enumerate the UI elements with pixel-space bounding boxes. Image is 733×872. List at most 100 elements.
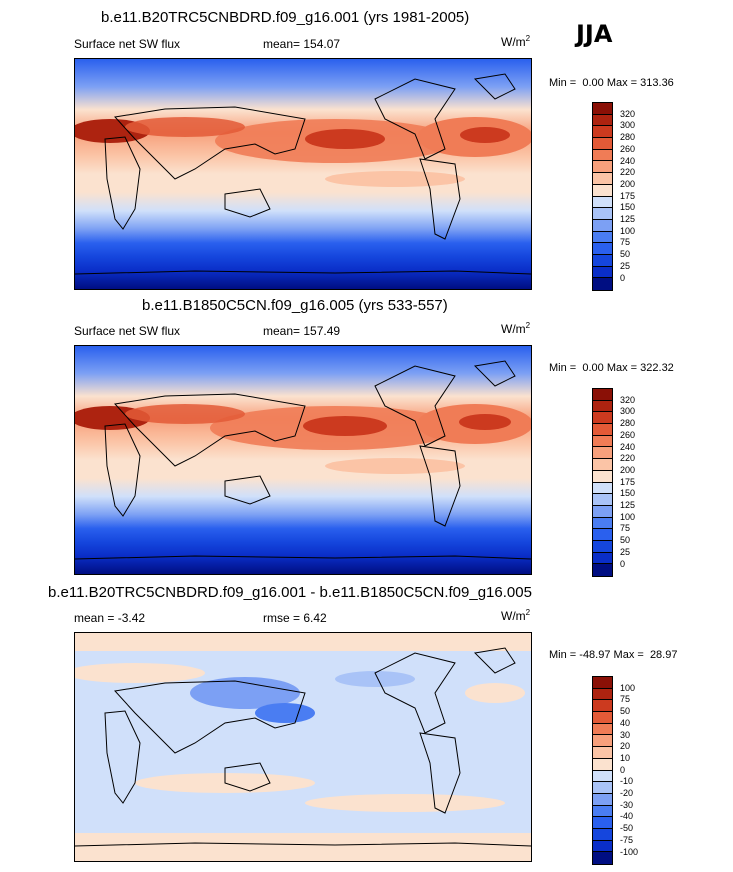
panel2-units: W/m2 — [501, 321, 531, 336]
panel3-rmse: rmse = 6.42 — [263, 611, 327, 625]
panel2-variable-label: Surface net SW flux — [74, 324, 181, 338]
panel3-asia-neg — [190, 677, 300, 709]
panel3-colorbar-segment — [593, 677, 612, 689]
panel1-atlantic-core — [460, 127, 510, 143]
panel2-colorbar-tick-label: 125 — [620, 500, 636, 510]
panel1-colorbar-tick-label: 320 — [620, 108, 636, 119]
panel3-sh-pos-2 — [305, 794, 505, 812]
panel3-npac-neg — [335, 671, 415, 687]
panel2-colorbar-tick-label: 300 — [620, 406, 636, 417]
panel3-colorbar-segment — [593, 793, 612, 806]
panel1-colorbar-segment — [593, 243, 612, 255]
panel2-colorbar-segment — [593, 540, 612, 553]
panel3-atl-pos — [465, 683, 525, 703]
panel2-colorbar-segment — [593, 389, 612, 401]
panel3-colorbar — [592, 676, 613, 865]
panel1-colorbar-segment — [593, 208, 612, 220]
panel3-mean: mean = -3.42 — [74, 611, 146, 625]
panel2-colorbar-segment — [593, 470, 612, 483]
panel2-coastlines — [75, 360, 531, 560]
panel3-colorbar-segment — [593, 805, 612, 818]
panel1-colorbar-segment — [593, 173, 612, 185]
panel1-colorbar-segment — [593, 196, 612, 209]
panel1-se-pacific — [325, 171, 465, 187]
panel1-pacific-core — [305, 129, 385, 149]
panel3-colorbar-segment — [593, 688, 612, 701]
panel2-colorbar-segment — [593, 400, 612, 413]
panel3-colorbar-tick-label: 0 — [620, 764, 626, 775]
panel1-colorbar-segment — [593, 103, 612, 115]
panel3-colorbar-tick-label: -50 — [620, 823, 634, 834]
panel2-colorbar-segment — [593, 435, 612, 448]
panel1-colorbar-segment — [593, 266, 612, 279]
panel3-colorbar-tick-label: -75 — [620, 834, 634, 845]
panel2-colorbar-segment — [593, 412, 612, 425]
panel1-colorbar-tick-label: 125 — [620, 214, 636, 224]
panel2-colorbar-segment — [593, 517, 612, 530]
panel1-colorbar-tick-label: 25 — [620, 260, 631, 271]
panel1-colorbar — [592, 102, 613, 291]
panel1-colorbar-tick-label: 240 — [620, 155, 636, 166]
panel1-colorbar-segment — [593, 278, 612, 290]
panel1-min-max: Min = 0.00 Max = 313.36 — [549, 77, 674, 89]
panel3-colorbar-tick-label: -30 — [620, 799, 634, 810]
panel3-colorbar-segment — [593, 817, 612, 829]
panel2-mean: mean= 157.49 — [263, 324, 341, 338]
panel3-min-max: Min = -48.97 Max = 28.97 — [549, 649, 678, 661]
panel1-background — [75, 59, 531, 289]
panel1-title: b.e11.B20TRC5CNBDRD.f09_g16.001 (yrs 198… — [101, 9, 470, 26]
panel3-colorbar-tick-label: 75 — [620, 694, 631, 705]
panel2-colorbar-segment — [593, 505, 612, 518]
panel1-colorbar-tick-label: 150 — [620, 202, 636, 213]
panel2-colorbar-tick-label: 50 — [620, 535, 631, 546]
panel2-min-max: Min = 0.00 Max = 322.32 — [549, 362, 674, 374]
panel3-colorbar-segment — [593, 758, 612, 771]
season-label: JJA — [576, 20, 613, 48]
panel1-field — [75, 59, 531, 289]
panel2-asia-band — [125, 404, 245, 424]
panel3-arctic-band — [75, 633, 531, 651]
panel1-colorbar-segment — [593, 161, 612, 174]
panel1-map — [74, 58, 532, 290]
panel1-colorbar-tick-label: 280 — [620, 132, 636, 143]
panel3-title: b.e11.B20TRC5CNBDRD.f09_g16.001 - b.e11.… — [48, 584, 532, 601]
panel2-colorbar — [592, 388, 613, 577]
panel2-map — [74, 345, 532, 575]
panel3-europe-pos — [75, 663, 205, 683]
panel3-colorbar-tick-label: 50 — [620, 706, 631, 717]
panel2-colorbar-segment — [593, 424, 612, 436]
panel3-map — [74, 632, 532, 862]
panel3-colorbar-tick-label: 100 — [620, 682, 636, 693]
panel1-colorbar-tick-label: 300 — [620, 120, 636, 131]
panel3-colorbar-segment — [593, 723, 612, 736]
panel1-colorbar-segment — [593, 219, 612, 232]
panel3-colorbar-segment — [593, 782, 612, 794]
panel3-colorbar-segment — [593, 828, 612, 841]
panel2-colorbar-tick-label: 220 — [620, 453, 636, 464]
panel2-colorbar-tick-label: 240 — [620, 441, 636, 452]
panel1-colorbar-segment — [593, 184, 612, 197]
panel2-colorbar-tick-label: 0 — [620, 558, 626, 569]
panel2-colorbar-segment — [593, 447, 612, 460]
panel3-colorbar-segment — [593, 700, 612, 713]
panel2-colorbar-tick-label: 260 — [620, 429, 636, 440]
panel2-colorbar-tick-label: 280 — [620, 418, 636, 429]
panel1-colorbar-tick-label: 50 — [620, 249, 631, 260]
panel2-field — [75, 346, 531, 574]
panel1-colorbar-segment — [593, 126, 612, 139]
panel2-colorbar-tick-label: 175 — [620, 476, 636, 487]
panel2-colorbar-tick-label: 25 — [620, 546, 631, 557]
panel3-coastlines — [75, 647, 531, 847]
panel3-colorbar-tick-label: -100 — [620, 846, 639, 857]
panel2-pacific-core — [303, 416, 387, 436]
panel1-coastlines — [75, 73, 531, 275]
panel2-colorbar-segment — [593, 494, 612, 506]
panel1-mean: mean= 154.07 — [263, 37, 341, 51]
panel3-colorbar-tick-label: 30 — [620, 729, 631, 740]
panel2-colorbar-tick-label: 200 — [620, 464, 636, 475]
panel2-colorbar-tick-label: 100 — [620, 511, 636, 522]
panel1-colorbar-tick-label: 75 — [620, 237, 631, 248]
panel3-colorbar-tick-label: -40 — [620, 811, 634, 822]
panel3-colorbar-segment — [593, 852, 612, 864]
panel2-colorbar-segment — [593, 564, 612, 576]
